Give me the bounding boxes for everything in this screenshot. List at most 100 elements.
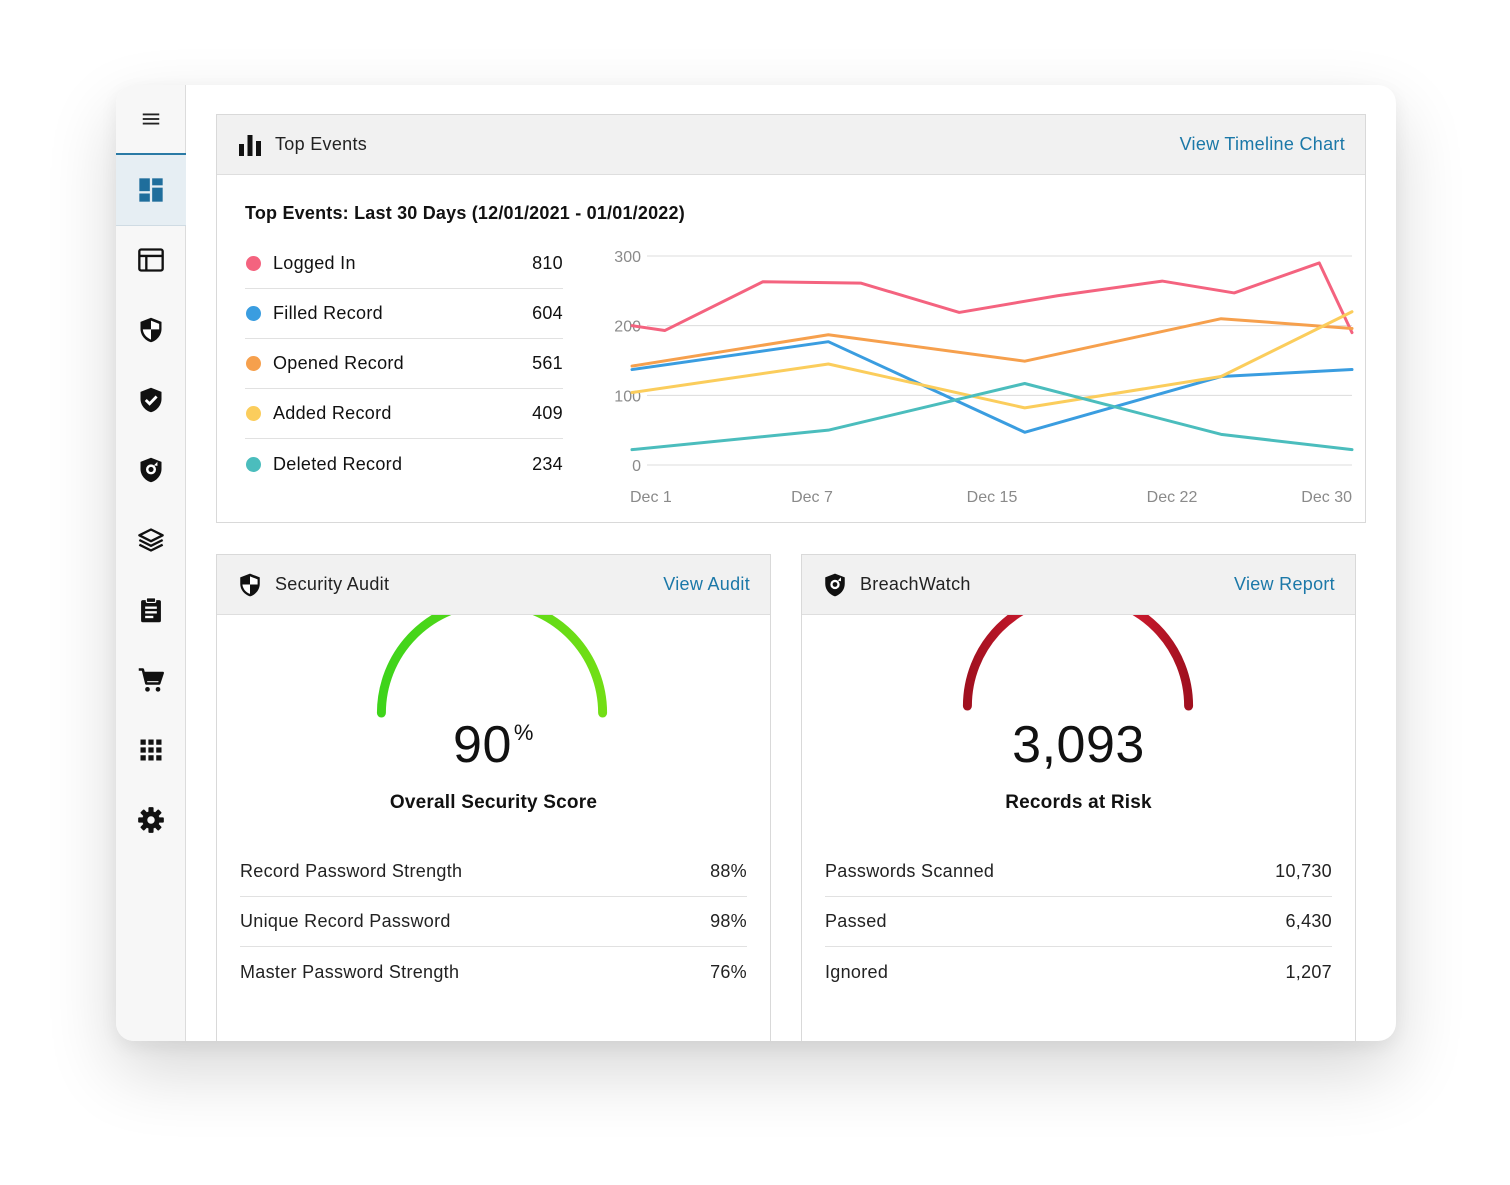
security-audit-stats: Record Password Strength 88% Unique Reco… xyxy=(240,847,747,997)
security-audit-icon xyxy=(137,316,165,344)
series-line-logged-in xyxy=(630,261,1354,335)
breachwatch-header: BreachWatch View Report xyxy=(802,555,1355,615)
sidebar-item-reports[interactable] xyxy=(116,575,186,645)
top-events-title: Top Events xyxy=(275,134,368,154)
breachwatch-icon xyxy=(822,572,848,598)
legend-item: Added Record 409 xyxy=(245,389,563,439)
legend-dot xyxy=(246,406,261,421)
stat-label: Record Password Strength xyxy=(240,861,463,881)
stat-row: Record Password Strength 88% xyxy=(240,847,747,897)
security-score-number: 90 xyxy=(453,716,512,774)
view-audit-link[interactable]: View Audit xyxy=(663,574,750,594)
security-score-gauge xyxy=(376,615,608,718)
layers-icon xyxy=(137,526,165,554)
vault-icon xyxy=(137,246,165,274)
breachwatch-card: BreachWatch View Report 3,093 Records at… xyxy=(801,554,1356,1041)
menu-button[interactable] xyxy=(116,85,186,153)
view-report-link[interactable]: View Report xyxy=(1233,574,1335,594)
series-line-filled-record xyxy=(630,340,1354,434)
records-at-risk-label: Records at Risk xyxy=(1005,792,1152,813)
stat-label: Master Password Strength xyxy=(240,961,460,982)
sidebar-item-compliance[interactable] xyxy=(116,365,186,435)
breachwatch-gauge-arc xyxy=(962,615,1194,711)
sidebar-item-vault[interactable] xyxy=(116,225,186,295)
y-tick-label: 0 xyxy=(632,458,641,475)
stat-label: Ignored xyxy=(825,961,889,982)
app-window: Top Events View Timeline Chart Top Event… xyxy=(116,85,1396,1041)
security-audit-header: Security Audit View Audit xyxy=(217,555,770,615)
security-gauge-arc xyxy=(376,615,608,718)
view-timeline-chart-link[interactable]: View Timeline Chart xyxy=(1179,134,1345,154)
sidebar-item-apps[interactable] xyxy=(116,715,186,785)
legend-count: 604 xyxy=(532,303,563,323)
y-tick-label: 200 xyxy=(614,319,641,336)
y-tick-label: 300 xyxy=(614,249,641,266)
legend-count: 810 xyxy=(532,253,563,273)
sidebar-item-security-audit[interactable] xyxy=(116,295,186,365)
security-score-label: Overall Security Score xyxy=(389,792,598,813)
x-tick-label: Dec 22 xyxy=(1147,489,1198,506)
legend-label: Filled Record xyxy=(273,303,383,323)
stat-row: Passwords Scanned 10,730 xyxy=(825,847,1332,897)
legend-item: Filled Record 604 xyxy=(245,289,563,339)
sidebar-item-dashboard[interactable] xyxy=(116,153,186,226)
legend-count: 409 xyxy=(532,403,563,423)
stat-label: Passwords Scanned xyxy=(825,861,995,881)
x-tick-label: Dec 30 xyxy=(1301,489,1352,506)
bar-chart-icon xyxy=(237,132,263,158)
legend-count: 234 xyxy=(532,453,563,474)
breachwatch-title: BreachWatch xyxy=(860,574,971,594)
clipboard-icon xyxy=(137,596,165,624)
sidebar-item-layers[interactable] xyxy=(116,505,186,575)
records-at-risk-value: 3,093 xyxy=(1012,716,1145,774)
sidebar-item-settings[interactable] xyxy=(116,785,186,855)
stat-value: 88% xyxy=(710,861,747,881)
stat-row: Ignored 1,207 xyxy=(825,947,1332,997)
legend-count: 561 xyxy=(532,353,563,373)
stat-row: Master Password Strength 76% xyxy=(240,947,747,997)
stat-value: 1,207 xyxy=(1285,961,1332,982)
menu-icon xyxy=(140,108,162,130)
records-at-risk-gauge xyxy=(962,615,1194,711)
series-line-deleted-record xyxy=(630,381,1354,452)
top-events-header: Top Events View Timeline Chart xyxy=(217,115,1365,175)
legend-label: Opened Record xyxy=(273,353,404,373)
events-legend: Logged In 810 Filled Record 604 Opened R… xyxy=(245,239,563,489)
legend-item: Logged In 810 xyxy=(245,239,563,289)
legend-item: Opened Record 561 xyxy=(245,339,563,389)
series-line-added-record xyxy=(630,310,1354,410)
legend-item: Deleted Record 234 xyxy=(245,439,563,489)
sidebar-item-breachwatch[interactable] xyxy=(116,435,186,505)
legend-dot xyxy=(246,256,261,271)
legend-label: Added Record xyxy=(273,403,392,423)
x-tick-label: Dec 7 xyxy=(791,489,833,506)
security-score-value: 90% xyxy=(217,715,770,775)
top-events-subtitle: Top Events: Last 30 Days (12/01/2021 - 0… xyxy=(245,203,685,223)
compliance-icon xyxy=(137,386,165,414)
stat-value: 10,730 xyxy=(1275,861,1332,881)
cart-icon xyxy=(137,666,165,694)
x-tick-label: Dec 15 xyxy=(967,489,1018,506)
breachwatch-icon xyxy=(137,456,165,484)
stat-row: Passed 6,430 xyxy=(825,897,1332,947)
legend-dot xyxy=(246,356,261,371)
security-audit-card: Security Audit View Audit 90% Overall Se… xyxy=(216,554,771,1041)
top-events-card: Top Events View Timeline Chart Top Event… xyxy=(216,114,1366,523)
stat-value: 76% xyxy=(710,961,747,982)
apps-grid-icon xyxy=(137,736,165,764)
dashboard-icon xyxy=(137,176,165,204)
security-audit-title: Security Audit xyxy=(275,574,390,594)
settings-icon xyxy=(137,806,165,834)
legend-dot xyxy=(246,306,261,321)
security-score-unit: % xyxy=(513,720,534,745)
sidebar xyxy=(116,85,186,1041)
sidebar-item-store[interactable] xyxy=(116,645,186,715)
legend-label: Deleted Record xyxy=(273,453,403,474)
legend-dot xyxy=(246,456,261,472)
stat-label: Passed xyxy=(825,911,887,931)
breachwatch-stats: Passwords Scanned 10,730 Passed 6,430 Ig… xyxy=(825,847,1332,997)
x-tick-label: Dec 1 xyxy=(630,489,672,506)
main-content: Top Events View Timeline Chart Top Event… xyxy=(186,85,1396,1041)
stat-value: 6,430 xyxy=(1285,911,1332,931)
